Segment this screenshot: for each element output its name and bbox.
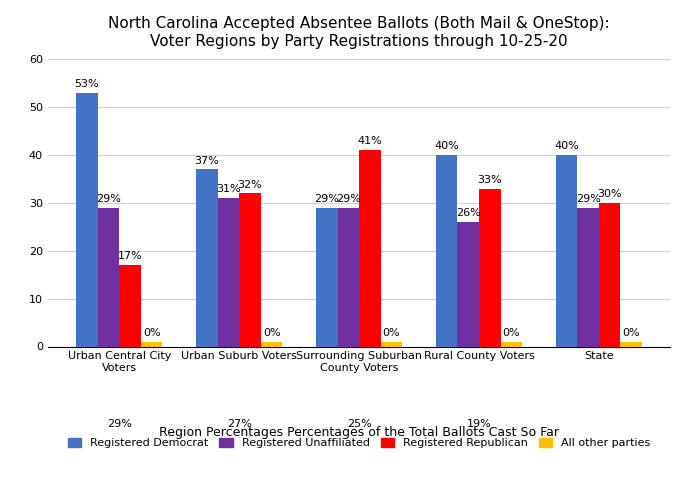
Text: 0%: 0% — [263, 328, 280, 338]
Text: 31%: 31% — [216, 184, 241, 195]
Text: 29%: 29% — [107, 419, 132, 429]
Text: 0%: 0% — [503, 328, 520, 338]
Bar — [458, 222, 479, 346]
Bar — [436, 155, 458, 346]
Text: 29%: 29% — [336, 194, 360, 204]
Text: 19%: 19% — [466, 419, 491, 429]
Bar — [119, 265, 141, 346]
Bar — [98, 208, 119, 346]
Text: 37%: 37% — [194, 155, 219, 166]
Text: 17%: 17% — [118, 251, 142, 261]
Bar — [239, 194, 261, 346]
Title: North Carolina Accepted Absentee Ballots (Both Mail & OneStop):
Voter Regions by: North Carolina Accepted Absentee Ballots… — [108, 16, 610, 49]
Text: 27%: 27% — [227, 419, 252, 429]
Bar — [479, 189, 501, 346]
Bar — [577, 208, 599, 346]
Text: 0%: 0% — [622, 328, 640, 338]
Legend: Registered Democrat, Registered Unaffiliated, Registered Republican, All other p: Registered Democrat, Registered Unaffili… — [62, 433, 656, 454]
Bar — [261, 342, 282, 346]
Text: 40%: 40% — [554, 141, 579, 151]
Bar — [381, 342, 402, 346]
X-axis label: Region Percentages Percentages of the Total Ballots Cast So Far: Region Percentages Percentages of the To… — [159, 426, 559, 439]
Text: 26%: 26% — [456, 208, 481, 218]
Bar — [196, 169, 218, 346]
Bar — [501, 342, 522, 346]
Text: 0%: 0% — [143, 328, 161, 338]
Text: 30%: 30% — [597, 189, 622, 199]
Text: 29%: 29% — [314, 194, 339, 204]
Bar — [141, 342, 163, 346]
Text: 32%: 32% — [237, 180, 263, 190]
Text: 53%: 53% — [75, 79, 99, 89]
Bar — [218, 198, 239, 346]
Text: 0%: 0% — [382, 328, 400, 338]
Bar — [620, 342, 642, 346]
Bar — [555, 155, 577, 346]
Bar — [76, 93, 98, 346]
Text: 29%: 29% — [96, 194, 121, 204]
Bar — [599, 203, 620, 346]
Bar — [359, 150, 381, 346]
Text: 25%: 25% — [347, 419, 371, 429]
Text: 41%: 41% — [358, 137, 382, 147]
Text: 29%: 29% — [576, 194, 601, 204]
Text: 40%: 40% — [434, 141, 459, 151]
Text: 33%: 33% — [477, 175, 502, 185]
Bar — [337, 208, 359, 346]
Bar — [316, 208, 337, 346]
